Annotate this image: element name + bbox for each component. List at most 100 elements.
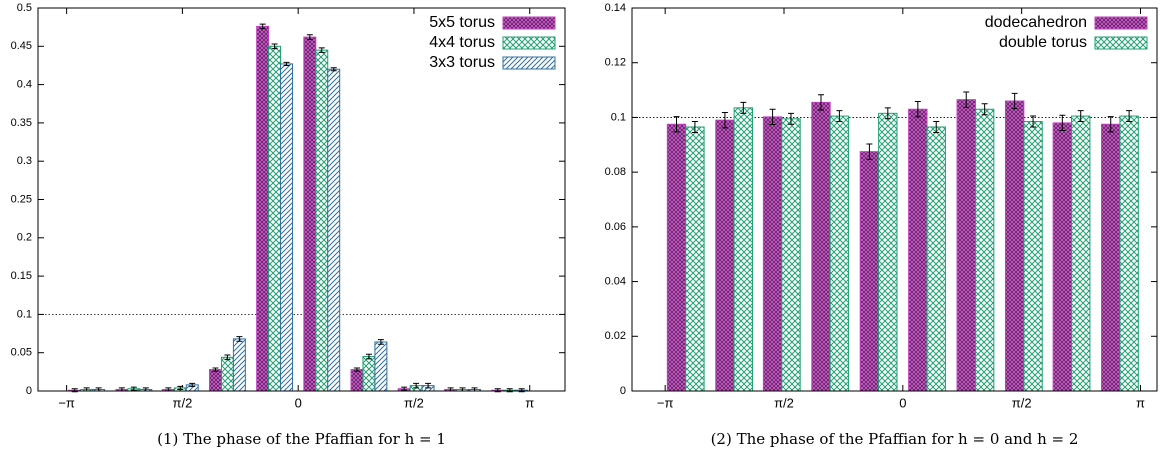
y-tick-label: 0.04: [605, 275, 626, 287]
y-tick-label: 0.4: [17, 79, 32, 91]
bar: [315, 49, 329, 392]
error-bar: [318, 47, 325, 53]
x-tick-label: 0: [295, 395, 302, 410]
bar: [374, 341, 388, 392]
y-tick-label: 0.1: [17, 308, 32, 320]
error-bar: [365, 353, 372, 360]
x-tick-label: π/2: [172, 395, 192, 410]
error-bar: [1059, 114, 1066, 132]
error-bar: [189, 382, 196, 387]
error-bar: [353, 367, 360, 372]
bar: [811, 101, 831, 392]
x-tick-label: π: [1136, 395, 1145, 410]
error-bar: [271, 43, 278, 50]
plot-frame: [631, 7, 1158, 392]
y-tick-label: 0.05: [11, 347, 32, 359]
error-bar: [1011, 92, 1018, 110]
y-tick-label: 0.5: [17, 2, 32, 14]
y-tick-label: 0.08: [605, 166, 626, 178]
legend-label: 4x4 torus: [429, 34, 495, 51]
bar: [715, 119, 735, 392]
error-bar: [130, 386, 137, 391]
x-tick-label: π/2: [404, 395, 424, 410]
legend-swatch: [1094, 36, 1148, 50]
bar: [350, 369, 364, 392]
legend-swatch: [502, 56, 556, 70]
error-bar: [212, 367, 219, 372]
bar: [232, 338, 246, 392]
y-tick-label: 0.02: [605, 330, 626, 342]
bar: [362, 356, 376, 392]
error-bar: [673, 116, 680, 133]
error-bar: [769, 108, 776, 126]
bar: [829, 115, 850, 392]
error-bar: [866, 143, 873, 160]
legend-label: 5x5 torus: [429, 14, 495, 31]
error-bar: [933, 121, 940, 133]
error-bar: [283, 61, 290, 66]
error-bar: [236, 336, 243, 342]
x-tick-label: −π: [657, 395, 674, 410]
bar: [327, 68, 341, 392]
bar: [685, 126, 705, 392]
error-bar: [740, 101, 747, 114]
x-tick-label: −π: [58, 395, 75, 410]
error-bar: [787, 112, 794, 125]
legend-swatch: [1094, 16, 1148, 30]
y-tick-label: 0.1: [611, 111, 626, 123]
bar: [208, 369, 222, 392]
bar: [256, 25, 270, 392]
error-bar: [401, 386, 408, 391]
caption: (2) The phase of the Pfaffian for h = 0 …: [711, 430, 1079, 448]
bar: [220, 356, 234, 392]
bar: [1004, 100, 1025, 392]
y-tick-label: 0.2: [17, 232, 32, 244]
error-bar: [884, 107, 891, 120]
legend-swatch: [502, 16, 556, 30]
y-tick-label: 0.06: [605, 221, 626, 233]
legend-label: 3x3 torus: [429, 54, 495, 71]
bar: [908, 108, 928, 392]
error-bar: [330, 67, 337, 72]
bar: [280, 63, 294, 392]
y-tick-label: 0.35: [11, 117, 32, 129]
bar: [268, 45, 282, 392]
y-tick-label: 0.15: [11, 270, 32, 282]
error-bar: [377, 339, 384, 345]
error-bar: [224, 354, 231, 361]
bar: [1023, 121, 1043, 392]
error-bar: [425, 382, 432, 389]
error-bar: [1107, 116, 1114, 133]
bar: [762, 116, 783, 392]
bar: [974, 108, 995, 392]
y-tick-label: 0.25: [11, 193, 32, 205]
error-bar: [1126, 110, 1133, 123]
y-tick-label: 0.14: [605, 2, 626, 14]
x-tick-label: 0: [899, 395, 906, 410]
bar: [303, 36, 317, 392]
error-bar: [177, 385, 184, 390]
bar: [1071, 115, 1091, 392]
error-bar: [914, 101, 921, 118]
error-bar: [818, 94, 824, 111]
error-bar: [413, 382, 420, 389]
error-bar: [963, 91, 970, 108]
bar: [1101, 123, 1121, 392]
bar: [666, 123, 687, 392]
error-bar: [1030, 115, 1037, 128]
error-bar: [981, 103, 988, 116]
bar: [733, 107, 754, 392]
plot-frame: [37, 7, 566, 392]
y-tick-label: 0: [26, 385, 32, 397]
bar: [859, 151, 880, 392]
bar: [1052, 122, 1073, 392]
legend-swatch: [502, 36, 556, 50]
caption: (1) The phase of the Pfaffian for h = 1: [157, 430, 446, 448]
bar: [1119, 115, 1139, 392]
legend-label: dodecahedron: [985, 14, 1087, 31]
bar: [956, 99, 976, 392]
x-tick-label: π/2: [774, 395, 794, 410]
bar: [878, 112, 898, 392]
error-bar: [259, 23, 266, 30]
